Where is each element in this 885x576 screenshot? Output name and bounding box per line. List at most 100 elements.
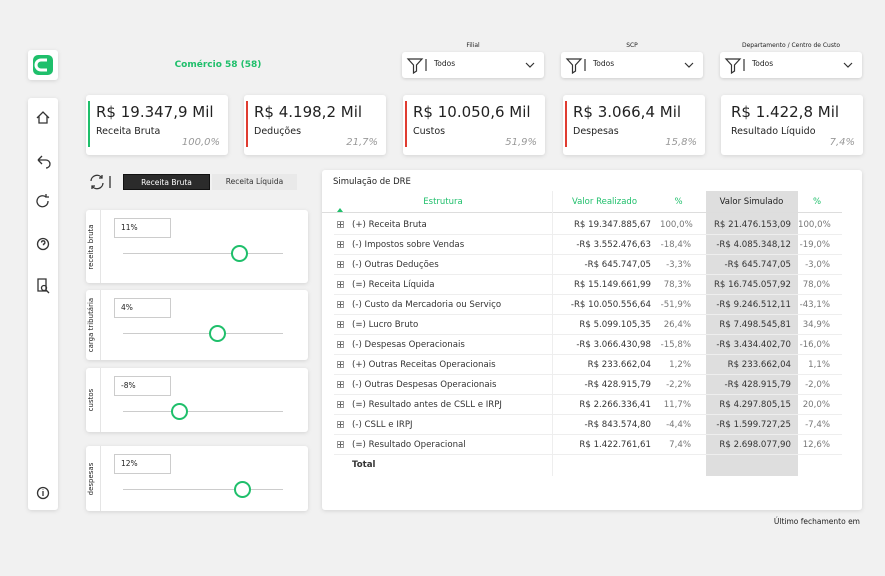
help-icon[interactable]	[36, 237, 50, 251]
filter-dropdown[interactable]: Todos	[720, 52, 862, 78]
slider-knob[interactable]	[171, 403, 188, 420]
search-doc-icon[interactable]	[37, 278, 50, 294]
plus	[338, 302, 343, 307]
table-row: (-) Outras Deduções -R$ 645.747,05 -3,3% -R…	[334, 255, 842, 275]
toggle-button[interactable]: Receita Bruta	[123, 174, 210, 190]
home-icon[interactable]	[36, 111, 50, 124]
row-cell: 11,7%	[663, 400, 691, 410]
column-header[interactable]: %	[812, 197, 822, 207]
plus	[338, 362, 343, 367]
row-cell: 7,4%	[669, 440, 691, 450]
kpi-percent: 100,0%	[181, 137, 220, 148]
back-icon[interactable]	[37, 155, 51, 169]
row-cell: -R$ 3.434.402,70	[716, 340, 791, 350]
row-cell: R$ 21.476.153,09	[713, 220, 791, 230]
row-cell: -7,4%	[805, 420, 830, 430]
column-header[interactable]: %	[674, 197, 683, 207]
slider-input[interactable]: 4%	[114, 298, 171, 318]
kpi-accent	[405, 101, 407, 147]
row-cell: R$ 5.099.105,35	[579, 320, 651, 330]
sort-indicator[interactable]	[336, 207, 344, 213]
expand-button[interactable]	[337, 241, 344, 248]
column-header[interactable]: Valor Simulado	[719, 197, 784, 207]
kpi-card: R$ 10.050,6 Mil Custos 51,9%	[403, 95, 545, 155]
row-label: (-) CSLL e IRPJ	[352, 420, 413, 430]
expand-button[interactable]	[337, 341, 344, 348]
filter-icons	[565, 58, 694, 75]
sidebar	[28, 98, 58, 510]
row-label: (=) Lucro Bruto	[352, 320, 419, 330]
table-row: (-) CSLL e IRPJ -R$ 843.574,80 -4,4% -R$ 1.…	[334, 415, 842, 435]
filter-dropdown[interactable]: Todos	[402, 52, 544, 78]
filter-label: Filial	[466, 42, 480, 49]
kpi-value: R$ 4.198,2 Mil	[254, 103, 363, 121]
filter-value: Todos	[434, 59, 456, 68]
row-cell: 20,0%	[802, 400, 830, 410]
refresh-toggle[interactable]	[88, 172, 118, 192]
row-cell: -4,4%	[666, 420, 691, 430]
expand-button[interactable]	[337, 381, 344, 388]
table-row: (-) Outras Despesas Operacionais -R$ 428.…	[334, 375, 842, 395]
row-cell: -2,0%	[805, 380, 830, 390]
kpi-card: R$ 3.066,4 Mil Despesas 15,8%	[563, 95, 705, 155]
expand-button[interactable]	[337, 221, 344, 228]
plus	[338, 402, 343, 407]
row-cell: R$ 15.149.661,99	[573, 280, 651, 290]
expand-button[interactable]	[337, 401, 344, 408]
kpi-label: Deduções	[254, 126, 302, 137]
expand-button[interactable]	[337, 281, 344, 288]
company-label: Comércio 58 (58)	[174, 60, 262, 70]
row-cell: -R$ 645.747,05	[584, 260, 651, 270]
expand-button[interactable]	[337, 261, 344, 268]
plus	[338, 282, 343, 287]
plus	[338, 242, 343, 247]
slider-divider	[100, 210, 101, 283]
dre-title: Simulação de DRE	[333, 177, 411, 187]
row-cell: -R$ 428.915,79	[724, 380, 791, 390]
slider-input[interactable]: 11%	[114, 218, 171, 238]
table-row: (-) Impostos sobre Vendas -R$ 3.552.476,6…	[334, 235, 842, 255]
kpi-percent: 51,9%	[505, 137, 537, 148]
refresh-icon[interactable]	[36, 194, 49, 208]
slider-input[interactable]: 12%	[114, 454, 171, 474]
info-icon[interactable]	[36, 486, 50, 500]
table-row: (-) Custo da Mercadoria ou Serviço -R$ 10…	[334, 295, 842, 315]
row-label: (-) Impostos sobre Vendas	[352, 240, 465, 250]
slider-knob[interactable]	[234, 481, 251, 498]
expand-button[interactable]	[337, 361, 344, 368]
slider-knob[interactable]	[231, 245, 248, 262]
row-cell: 12,6%	[802, 440, 830, 450]
row-cell: R$ 4.297.805,15	[719, 400, 791, 410]
kpi-value: R$ 19.347,9 Mil	[96, 103, 214, 121]
row-label: (-) Outras Despesas Operacionais	[352, 380, 497, 390]
toggle-button[interactable]: Receita Líquida	[212, 174, 297, 190]
row-cell: -R$ 843.574,80	[584, 420, 651, 430]
expand-button[interactable]	[337, 441, 344, 448]
total-row: Total	[334, 455, 842, 475]
filter-dropdown[interactable]: Todos	[561, 52, 703, 78]
kpi-label: Receita Bruta	[96, 126, 161, 137]
expand-button[interactable]	[337, 321, 344, 328]
slider-knob[interactable]	[209, 325, 226, 342]
row-label: (-) Custo da Mercadoria ou Serviço	[352, 300, 502, 310]
row-label: (=) Receita Líquida	[352, 280, 435, 290]
slider-track	[123, 411, 283, 412]
kpi-accent	[88, 101, 90, 147]
row-cell: -R$ 1.599.727,25	[716, 420, 791, 430]
row-cell: -3,0%	[805, 260, 830, 270]
sidebar-icons	[36, 111, 51, 500]
slider-card: carga tributária 4%	[86, 290, 308, 360]
filter-value: Todos	[752, 59, 774, 68]
row-cell: R$ 233.662,04	[587, 360, 651, 370]
column-header[interactable]: Valor Realizado	[571, 197, 638, 207]
row-label: (+) Receita Bruta	[352, 220, 427, 230]
slider-input[interactable]: -8%	[114, 376, 171, 396]
column-header[interactable]: Estrutura	[423, 197, 463, 207]
row-cell: 78,3%	[663, 280, 691, 290]
logo-box	[28, 50, 58, 80]
slider-card: receita bruta 11%	[86, 210, 308, 283]
row-label: (+) Outras Receitas Operacionais	[352, 360, 496, 370]
expand-button[interactable]	[337, 421, 344, 428]
expand-button[interactable]	[337, 301, 344, 308]
